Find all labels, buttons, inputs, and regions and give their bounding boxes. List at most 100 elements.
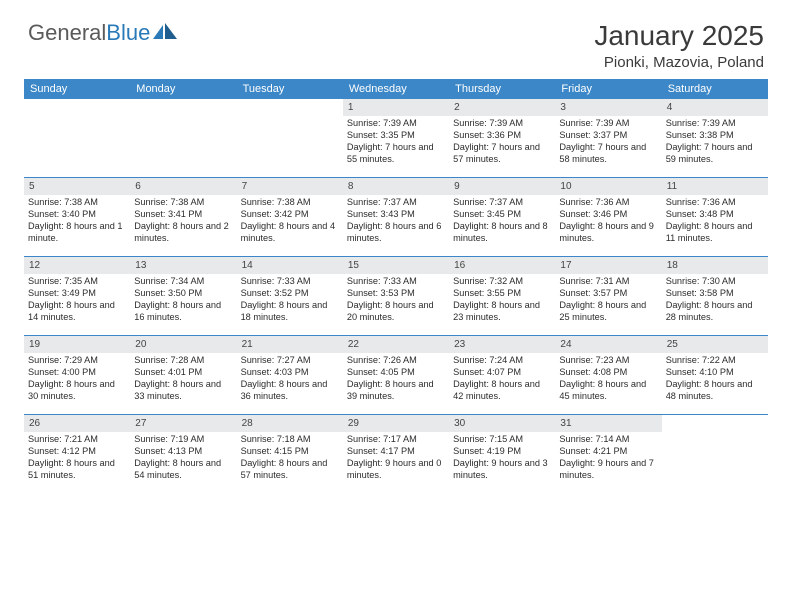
sunrise-text: Sunrise: 7:27 AM [241,355,339,367]
day-cell: 1Sunrise: 7:39 AMSunset: 3:35 PMDaylight… [343,99,449,177]
sunset-text: Sunset: 4:15 PM [241,446,339,458]
daylight-text: Daylight: 9 hours and 7 minutes. [559,458,657,482]
sunset-text: Sunset: 3:55 PM [453,288,551,300]
daylight-text: Daylight: 8 hours and 33 minutes. [134,379,232,403]
day-cell: 19Sunrise: 7:29 AMSunset: 4:00 PMDayligh… [24,336,130,414]
daylight-text: Daylight: 8 hours and 28 minutes. [666,300,764,324]
weekday-header: Wednesday [343,79,449,99]
day-number: 6 [130,178,236,195]
day-number: 5 [24,178,130,195]
daylight-text: Daylight: 8 hours and 54 minutes. [134,458,232,482]
daylight-text: Daylight: 8 hours and 16 minutes. [134,300,232,324]
sunrise-text: Sunrise: 7:15 AM [453,434,551,446]
week-row: 12Sunrise: 7:35 AMSunset: 3:49 PMDayligh… [24,256,768,335]
daylight-text: Daylight: 9 hours and 3 minutes. [453,458,551,482]
day-cell: 15Sunrise: 7:33 AMSunset: 3:53 PMDayligh… [343,257,449,335]
daylight-text: Daylight: 7 hours and 58 minutes. [559,142,657,166]
day-cell: 16 Sunrise: 7:32 AMSunset: 3:55 PMDayligh… [449,257,555,335]
daylight-text: Daylight: 8 hours and 48 minutes. [666,379,764,403]
day-cell: 13Sunrise: 7:34 AMSunset: 3:50 PMDayligh… [130,257,236,335]
sunrise-text: Sunrise: 7:34 AM [134,276,232,288]
title-month: January 2025 [594,20,764,52]
daylight-text: Daylight: 8 hours and 57 minutes. [241,458,339,482]
day-number: 26 [24,415,130,432]
weekday-header: Friday [555,79,661,99]
sunrise-text: Sunrise: 7:39 AM [559,118,657,130]
day-number: 24 [555,336,661,353]
calendar: Sunday Monday Tuesday Wednesday Thursday… [0,79,792,493]
sunset-text: Sunset: 3:40 PM [28,209,126,221]
sunrise-text: Sunrise: 7:39 AM [453,118,551,130]
day-number: 21 [237,336,343,353]
day-number: 25 [662,336,768,353]
sunset-text: Sunset: 3:45 PM [453,209,551,221]
day-number: 11 [662,178,768,195]
day-cell: 30Sunrise: 7:15 AMSunset: 4:19 PMDayligh… [449,415,555,493]
daylight-text: Daylight: 8 hours and 23 minutes. [453,300,551,324]
day-number: 14 [237,257,343,274]
day-number [237,99,343,116]
title-location: Pionki, Mazovia, Poland [594,54,764,71]
day-number: 12 [24,257,130,274]
day-cell: 28Sunrise: 7:18 AMSunset: 4:15 PMDayligh… [237,415,343,493]
week-row: 19Sunrise: 7:29 AMSunset: 4:00 PMDayligh… [24,335,768,414]
day-cell: 29Sunrise: 7:17 AMSunset: 4:17 PMDayligh… [343,415,449,493]
day-cell: 31Sunrise: 7:14 AMSunset: 4:21 PMDayligh… [555,415,661,493]
sunrise-text: Sunrise: 7:32 AM [453,276,551,288]
day-number: 4 [662,99,768,116]
day-number: 1 [343,99,449,116]
day-cell: 24Sunrise: 7:23 AMSunset: 4:08 PMDayligh… [555,336,661,414]
weeks-container: 1Sunrise: 7:39 AMSunset: 3:35 PMDaylight… [24,99,768,493]
sunrise-text: Sunrise: 7:37 AM [453,197,551,209]
day-cell [662,415,768,493]
sunrise-text: Sunrise: 7:37 AM [347,197,445,209]
sunset-text: Sunset: 3:50 PM [134,288,232,300]
sunrise-text: Sunrise: 7:38 AM [28,197,126,209]
day-cell [237,99,343,177]
sunset-text: Sunset: 3:57 PM [559,288,657,300]
day-cell: 25 Sunrise: 7:22 AMSunset: 4:10 PMDayligh… [662,336,768,414]
daylight-text: Daylight: 7 hours and 55 minutes. [347,142,445,166]
sunrise-text: Sunrise: 7:31 AM [559,276,657,288]
daylight-text: Daylight: 8 hours and 8 minutes. [453,221,551,245]
day-number: 10 [555,178,661,195]
sunset-text: Sunset: 4:00 PM [28,367,126,379]
day-cell: 17Sunrise: 7:31 AMSunset: 3:57 PMDayligh… [555,257,661,335]
sunset-text: Sunset: 4:08 PM [559,367,657,379]
daylight-text: Daylight: 8 hours and 51 minutes. [28,458,126,482]
sunrise-text: Sunrise: 7:14 AM [559,434,657,446]
sunset-text: Sunset: 4:17 PM [347,446,445,458]
brand-logo: GeneralBlue [28,20,177,46]
day-cell: 12Sunrise: 7:35 AMSunset: 3:49 PMDayligh… [24,257,130,335]
day-number: 31 [555,415,661,432]
daylight-text: Daylight: 8 hours and 2 minutes. [134,221,232,245]
daylight-text: Daylight: 8 hours and 1 minute. [28,221,126,245]
day-number: 16 [449,257,555,274]
day-number [130,99,236,116]
sunrise-text: Sunrise: 7:38 AM [134,197,232,209]
daylight-text: Daylight: 8 hours and 42 minutes. [453,379,551,403]
day-cell: 10Sunrise: 7:36 AMSunset: 3:46 PMDayligh… [555,178,661,256]
header: GeneralBlue January 2025 Pionki, Mazovia… [0,0,792,79]
sunrise-text: Sunrise: 7:26 AM [347,355,445,367]
daylight-text: Daylight: 8 hours and 18 minutes. [241,300,339,324]
day-number: 2 [449,99,555,116]
weekday-header-row: Sunday Monday Tuesday Wednesday Thursday… [24,79,768,99]
day-cell: 3Sunrise: 7:39 AMSunset: 3:37 PMDaylight… [555,99,661,177]
day-cell: 8Sunrise: 7:37 AMSunset: 3:43 PMDaylight… [343,178,449,256]
day-number: 28 [237,415,343,432]
sunset-text: Sunset: 4:10 PM [666,367,764,379]
week-row: 5Sunrise: 7:38 AMSunset: 3:40 PMDaylight… [24,177,768,256]
day-cell: 14Sunrise: 7:33 AMSunset: 3:52 PMDayligh… [237,257,343,335]
daylight-text: Daylight: 8 hours and 25 minutes. [559,300,657,324]
sunset-text: Sunset: 3:58 PM [666,288,764,300]
day-number: 7 [237,178,343,195]
sunset-text: Sunset: 4:19 PM [453,446,551,458]
day-cell: 26Sunrise: 7:21 AMSunset: 4:12 PMDayligh… [24,415,130,493]
day-cell: 23Sunrise: 7:24 AMSunset: 4:07 PMDayligh… [449,336,555,414]
daylight-text: Daylight: 8 hours and 36 minutes. [241,379,339,403]
sunset-text: Sunset: 3:35 PM [347,130,445,142]
sunrise-text: Sunrise: 7:22 AM [666,355,764,367]
sunset-text: Sunset: 3:36 PM [453,130,551,142]
weekday-header: Sunday [24,79,130,99]
